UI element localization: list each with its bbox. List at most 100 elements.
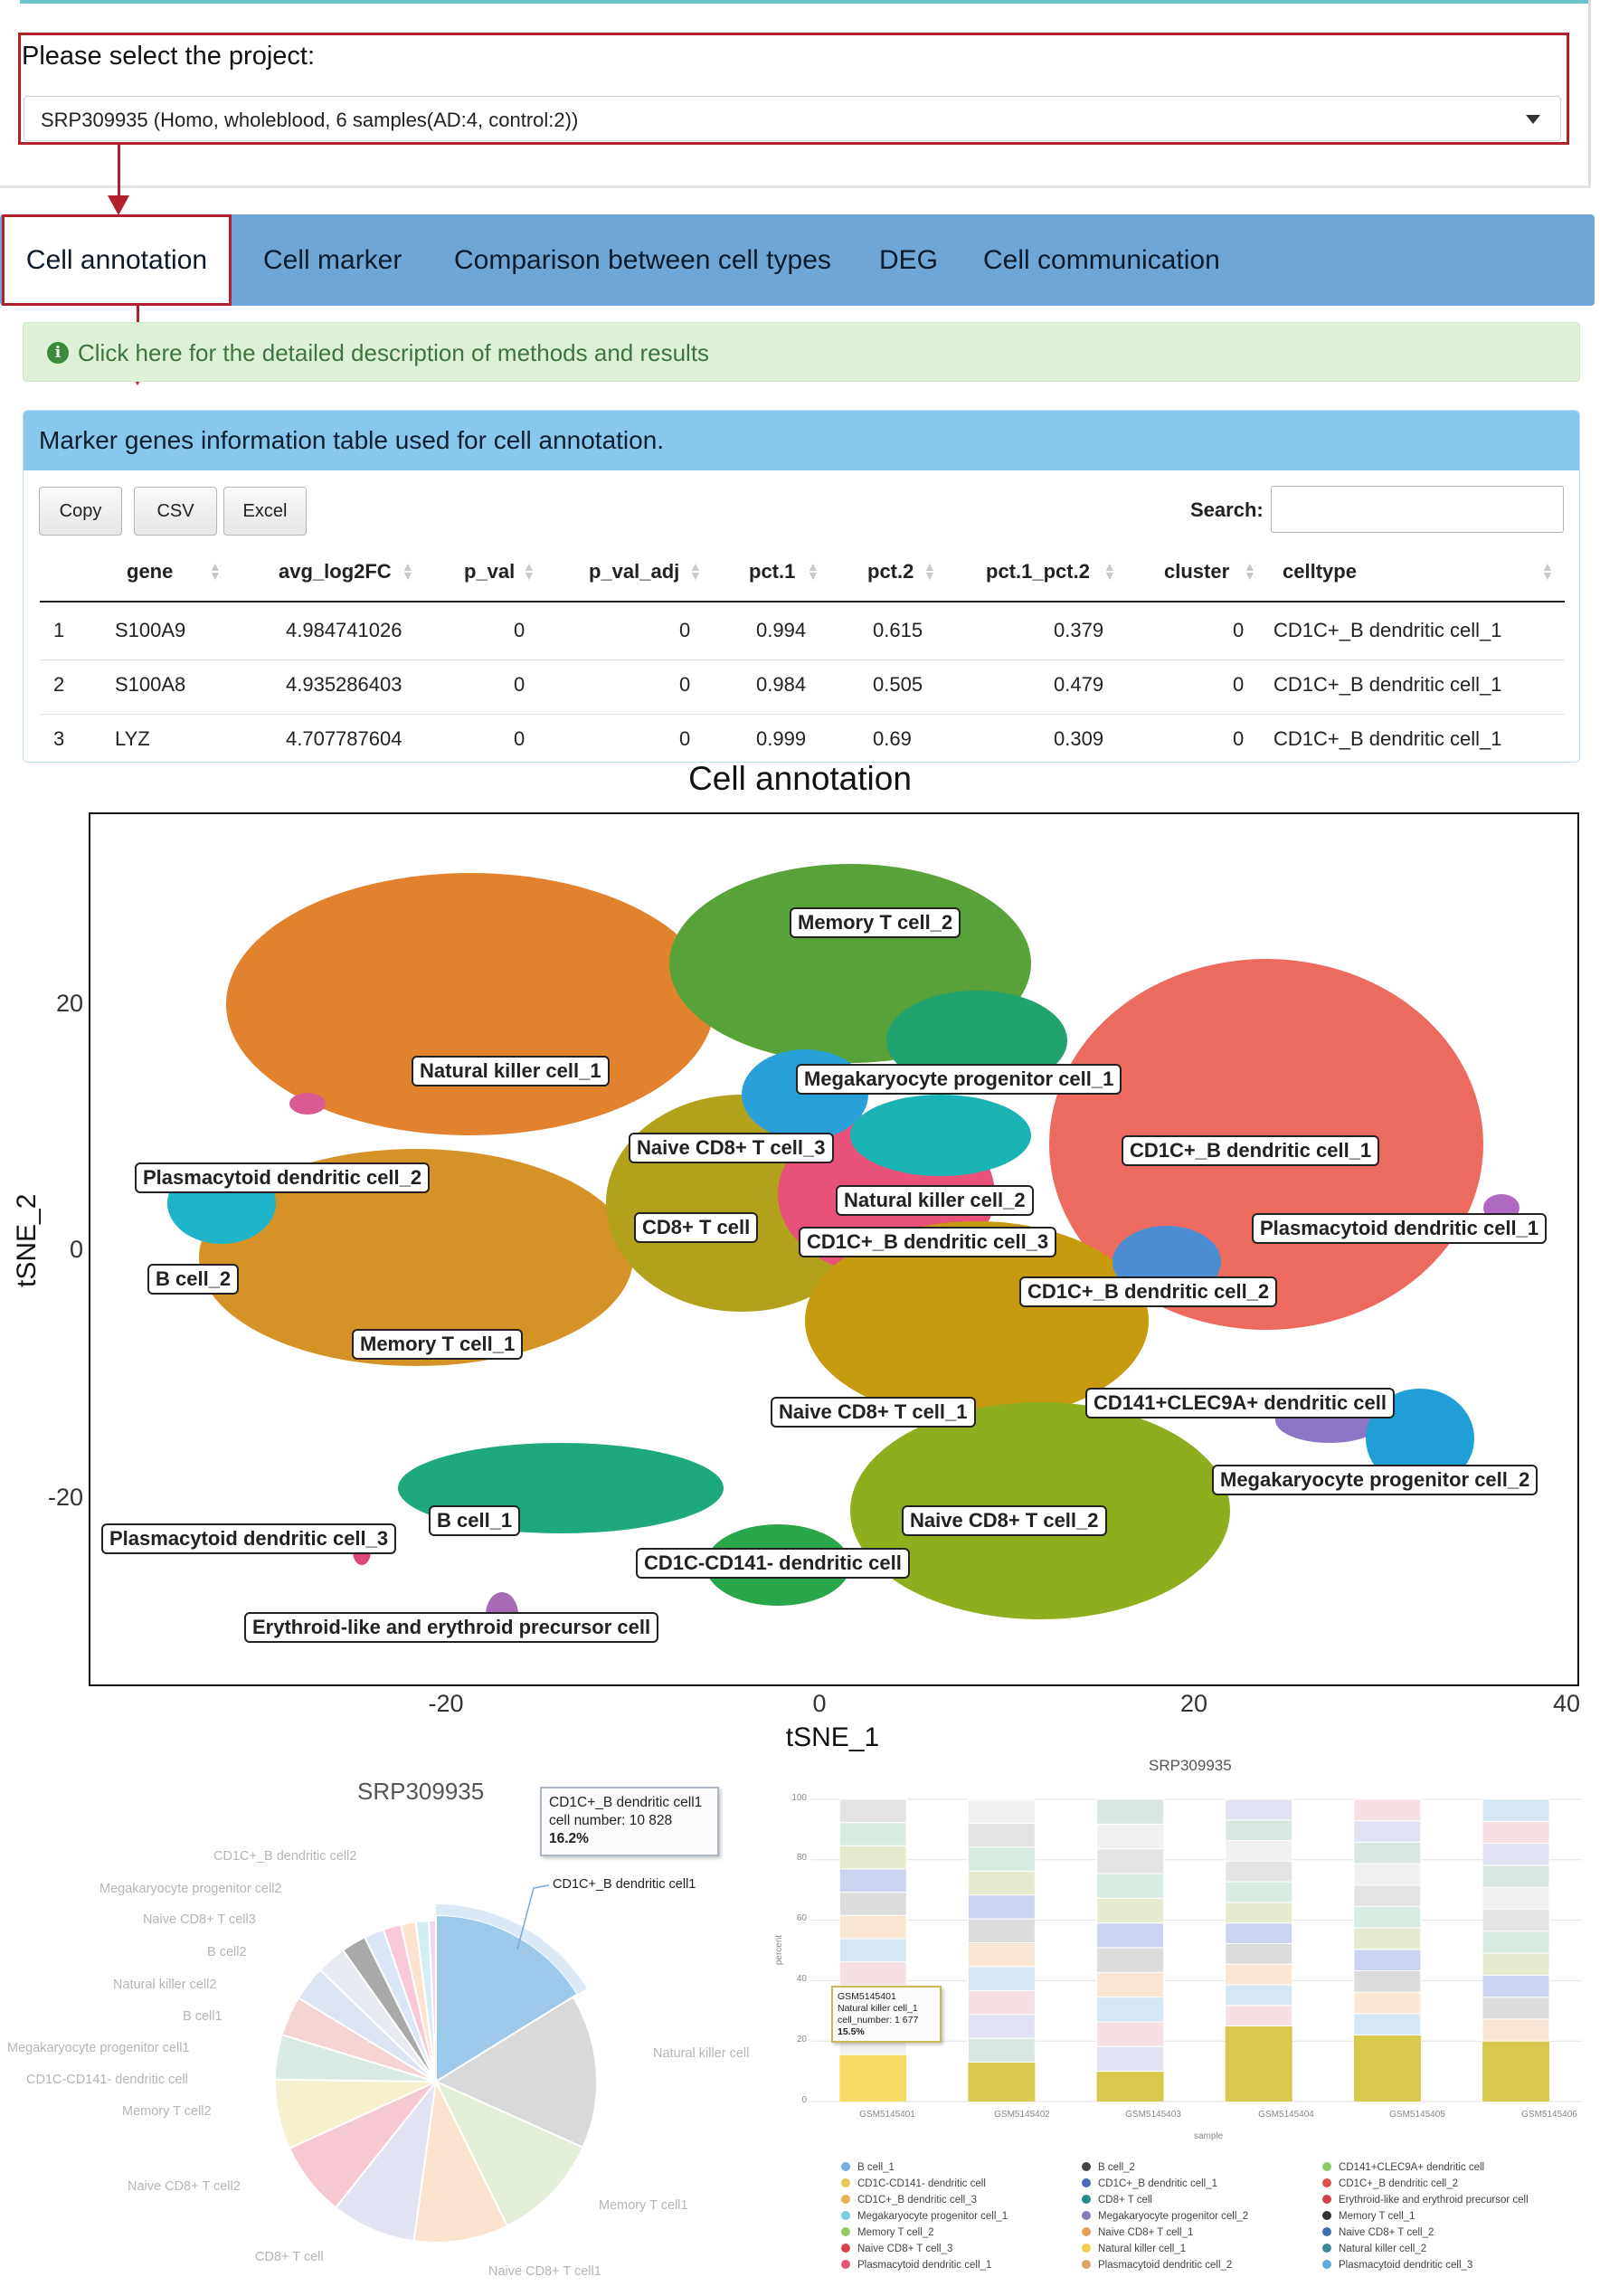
bar-segment[interactable] — [1225, 1942, 1293, 1965]
bar-segment[interactable] — [967, 1798, 1036, 1824]
sort-icon[interactable]: ▲ ▼ — [523, 559, 535, 583]
bar-segment[interactable] — [1482, 1843, 1550, 1866]
sort-icon[interactable]: ▲ ▼ — [689, 559, 702, 583]
legend-item[interactable]: CD1C+_B dendritic cell_2 — [1322, 2178, 1458, 2189]
bar-segment[interactable] — [1096, 1798, 1165, 1825]
bar-segment[interactable] — [967, 1918, 1036, 1943]
search-input[interactable] — [1271, 486, 1564, 533]
legend-item[interactable]: Naive CD8+ T cell_2 — [1322, 2227, 1434, 2238]
bar-segment[interactable] — [1482, 1997, 1550, 2020]
bar-segment[interactable] — [1096, 1873, 1165, 1899]
bar-segment[interactable] — [838, 1845, 907, 1870]
tab-deg[interactable]: DEG — [879, 245, 939, 275]
bar-segment[interactable] — [968, 2062, 1036, 2102]
pie-slice[interactable] — [433, 2079, 584, 2227]
sort-icon[interactable]: ▲ ▼ — [1103, 559, 1116, 583]
bar-segment[interactable] — [1096, 1922, 1165, 1949]
bar-segment[interactable] — [1353, 1884, 1422, 1907]
legend-item[interactable]: CD8+ T cell — [1082, 2195, 1152, 2206]
bar-segment[interactable] — [1482, 1886, 1550, 1910]
bar-segment[interactable] — [1353, 2035, 1421, 2102]
bar-segment[interactable] — [967, 1894, 1036, 1920]
bar-segment[interactable] — [839, 2054, 907, 2102]
bar-segment[interactable] — [1225, 1840, 1293, 1862]
bar-segment[interactable] — [1353, 1991, 1422, 2015]
legend-item[interactable]: Memory T cell_1 — [1322, 2211, 1415, 2222]
legend-item[interactable]: CD1C+_B dendritic cell_1 — [1082, 2178, 1217, 2189]
legend-item[interactable]: Naive CD8+ T cell_3 — [841, 2244, 952, 2254]
bar-segment[interactable] — [967, 2037, 1036, 2064]
legend-item[interactable]: B cell_1 — [841, 2162, 895, 2173]
bar-segment[interactable] — [1353, 2013, 1422, 2036]
bar-segment[interactable] — [1482, 2018, 1550, 2042]
bar-segment[interactable] — [1353, 1949, 1422, 1971]
column-header-cluster[interactable]: cluster — [1164, 560, 1230, 583]
bar-segment[interactable] — [967, 1822, 1036, 1848]
bar-segment[interactable] — [1096, 1947, 1165, 1973]
bar-segment[interactable] — [967, 2014, 1036, 2039]
column-header-p-val-adj[interactable]: p_val_adj — [589, 560, 680, 583]
legend-item[interactable]: Naive CD8+ T cell_1 — [1082, 2227, 1193, 2238]
bar-segment[interactable] — [1482, 1974, 1550, 1998]
bar-segment[interactable] — [1353, 1927, 1422, 1950]
bar-segment[interactable] — [1225, 2026, 1292, 2102]
legend-item[interactable]: Megakaryocyte progenitor cell_1 — [841, 2211, 1008, 2222]
bar-segment[interactable] — [1225, 1881, 1293, 1903]
bar-segment[interactable] — [967, 1989, 1036, 2016]
bar-segment[interactable] — [1096, 1823, 1165, 1850]
bar-segment[interactable] — [1225, 1984, 1293, 2007]
bar-segment[interactable] — [1482, 1820, 1550, 1845]
legend-item[interactable]: CD1C+_B dendritic cell_3 — [841, 2195, 977, 2206]
excel-button[interactable]: Excel — [223, 487, 307, 536]
legend-item[interactable]: Memory T cell_2 — [841, 2227, 934, 2238]
legend-item[interactable]: CD1C-CD141- dendritic cell — [841, 2178, 986, 2189]
bar-segment[interactable] — [838, 1961, 907, 1986]
sort-icon[interactable]: ▲ ▼ — [923, 559, 936, 583]
bar-segment[interactable] — [1225, 1902, 1293, 1924]
column-header-gene[interactable]: gene — [127, 560, 174, 583]
bar-segment[interactable] — [1225, 2005, 1293, 2027]
bar-segment[interactable] — [1482, 1908, 1550, 1932]
tab-comparison-between-cell-types[interactable]: Comparison between cell types — [454, 245, 831, 275]
tab-cell-communication[interactable]: Cell communication — [983, 245, 1220, 275]
legend-item[interactable]: Natural killer cell_2 — [1322, 2244, 1426, 2254]
bar-segment[interactable] — [1225, 1860, 1293, 1883]
project-select[interactable]: SRP309935 (Homo, wholeblood, 6 samples(A… — [24, 96, 1561, 141]
sort-icon[interactable]: ▲ ▼ — [807, 559, 819, 583]
legend-item[interactable]: Plasmacytoid dendritic cell_3 — [1322, 2260, 1472, 2271]
bar-segment[interactable] — [838, 1798, 907, 1824]
sort-icon[interactable]: ▲ ▼ — [1541, 559, 1554, 583]
bar-segment[interactable] — [1353, 1905, 1422, 1929]
pie-slice[interactable] — [433, 1996, 598, 2149]
bar-segment[interactable] — [967, 1966, 1036, 1991]
bar-segment[interactable] — [1353, 1798, 1422, 1822]
bar-segment[interactable] — [838, 1914, 907, 1940]
bar-segment[interactable] — [1096, 1997, 1165, 2023]
methods-description-alert[interactable]: i Click here for the detailed descriptio… — [23, 322, 1580, 382]
pie-slice[interactable] — [334, 2078, 438, 2243]
pie-slice[interactable] — [412, 2078, 509, 2244]
bar-segment[interactable] — [1353, 1863, 1422, 1886]
legend-item[interactable]: Plasmacytoid dendritic cell_2 — [1082, 2260, 1232, 2271]
sort-icon[interactable]: ▲ ▼ — [209, 559, 222, 583]
pie-slice[interactable] — [435, 1913, 579, 2083]
column-header-avg-log2fc[interactable]: avg_log2FC — [279, 560, 392, 583]
column-header-pct2[interactable]: pct.2 — [867, 560, 914, 583]
bar-segment[interactable] — [1096, 2045, 1165, 2073]
bar-segment[interactable] — [838, 1868, 907, 1893]
bar-segment[interactable] — [1353, 1969, 1422, 1993]
bar-segment[interactable] — [1225, 1819, 1293, 1842]
bar-segment[interactable] — [967, 1941, 1036, 1968]
bar-segment[interactable] — [838, 1938, 907, 1963]
bar-segment[interactable] — [1096, 1971, 1165, 1998]
bar-segment[interactable] — [1225, 1922, 1293, 1944]
column-header-celltype[interactable]: celltype — [1283, 560, 1357, 583]
bar-segment[interactable] — [1096, 1848, 1165, 1874]
bar-segment[interactable] — [1482, 1798, 1550, 1822]
legend-item[interactable]: Erythroid-like and erythroid precursor c… — [1322, 2195, 1529, 2206]
sort-icon[interactable]: ▲ ▼ — [402, 559, 414, 583]
bar-segment[interactable] — [1096, 1897, 1165, 1924]
column-header-pct1[interactable]: pct.1 — [749, 560, 796, 583]
bar-segment[interactable] — [1096, 2071, 1164, 2102]
sort-icon[interactable]: ▲ ▼ — [1244, 559, 1256, 583]
